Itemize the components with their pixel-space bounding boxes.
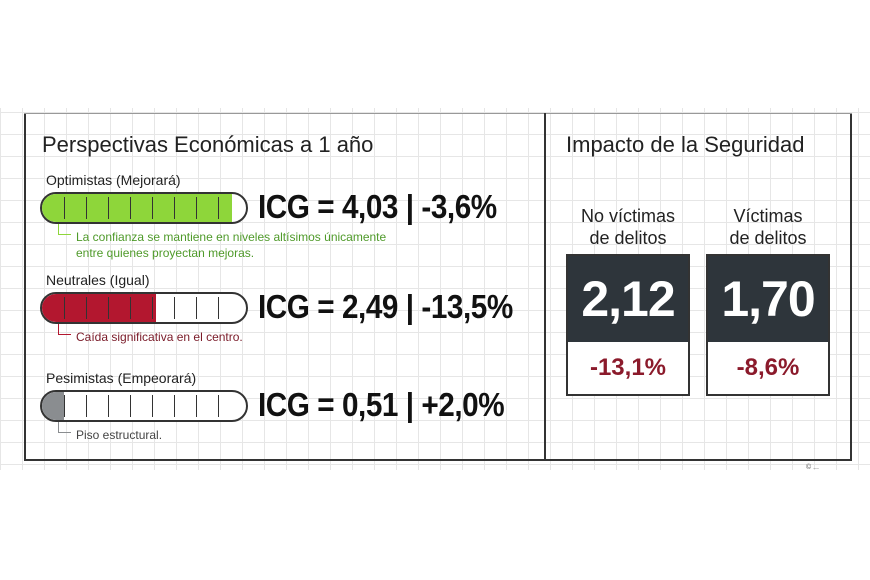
label-line1: No víctimas <box>580 206 676 226</box>
card-value: 2,12 <box>568 256 688 342</box>
note-line1: La confianza se mantiene en niveles altí… <box>76 230 387 244</box>
group-label: Optimistas (Mejorará) <box>46 172 181 188</box>
panel-frame <box>24 113 852 461</box>
bar-segment <box>218 395 219 417</box>
icg-value: ICG = 0,51 | +2,0% <box>258 386 505 423</box>
gauge-fill <box>42 392 65 420</box>
group-label: Pesimistas (Empeorará) <box>46 370 197 386</box>
bar-segment <box>86 297 87 319</box>
note-line1: Caída significativa en el centro. <box>76 330 243 344</box>
panel-divider <box>544 113 546 461</box>
bar-segment <box>130 297 131 319</box>
bar-segment <box>152 297 153 319</box>
gauge-fill <box>42 194 232 222</box>
label-line1: Víctimas <box>733 206 803 226</box>
bar-segment <box>152 395 153 417</box>
card-label-non-victims: No víctimas de delitos <box>566 205 690 249</box>
bar-segment <box>196 395 197 417</box>
group-note: La confianza se mantiene en niveles altí… <box>76 229 386 261</box>
card-value: 1,70 <box>708 256 828 342</box>
icg-value: ICG = 4,03 | -3,6% <box>258 188 497 225</box>
credit: © ... <box>806 464 819 471</box>
bar-segment <box>196 297 197 319</box>
bar-segment <box>86 197 87 219</box>
group-label: Neutrales (Igual) <box>46 272 150 288</box>
group-note: Piso estructural. <box>76 427 162 443</box>
bar-segment <box>218 197 219 219</box>
bar-segment <box>108 395 109 417</box>
bar-segment <box>108 197 109 219</box>
card-change: -8,6% <box>736 354 800 381</box>
left-title: Perspectivas Económicas a 1 año <box>42 132 374 157</box>
card-non-victims: 2,12 -13,1% <box>566 254 690 396</box>
bar-segment <box>64 395 65 417</box>
bar-segment <box>174 197 175 219</box>
arrow-icon <box>58 324 71 335</box>
arrow-icon <box>58 422 71 433</box>
gauge-fill <box>42 294 157 322</box>
bar-segment <box>108 297 109 319</box>
bar-segment <box>174 395 175 417</box>
card-victims: 1,70 -8,6% <box>706 254 830 396</box>
note-line2: entre quienes proyectan mejoras. <box>76 246 255 260</box>
group-note: Caída significativa en el centro. <box>76 329 243 345</box>
note-line1: Piso estructural. <box>76 428 163 442</box>
label-line2: de delitos <box>729 228 807 248</box>
card-label-victims: Víctimas de delitos <box>706 205 830 249</box>
label-line2: de delitos <box>589 228 667 248</box>
bar-segment <box>64 197 65 219</box>
arrow-icon <box>58 224 71 235</box>
icg-value: ICG = 2,49 | -13,5% <box>258 288 513 325</box>
bar-segment <box>64 297 65 319</box>
gauge-bar <box>40 292 248 324</box>
gauge-bar <box>40 192 248 224</box>
bar-segment <box>174 297 175 319</box>
right-title: Impacto de la Seguridad <box>566 132 805 157</box>
card-change: -13,1% <box>589 354 667 381</box>
bar-segment <box>86 395 87 417</box>
bar-segment <box>196 197 197 219</box>
gauge-bar <box>40 390 248 422</box>
bar-segment <box>130 197 131 219</box>
bar-segment <box>152 197 153 219</box>
bar-segment <box>130 395 131 417</box>
bar-segment <box>218 297 219 319</box>
